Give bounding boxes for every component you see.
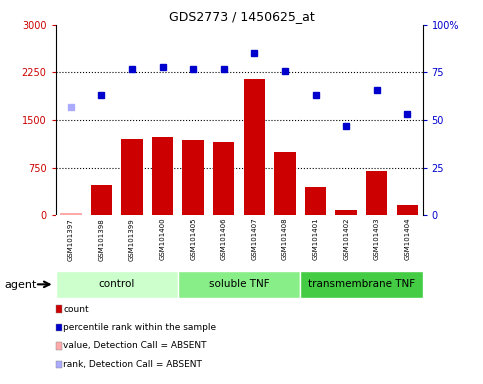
Text: agent: agent bbox=[5, 280, 37, 290]
Text: soluble TNF: soluble TNF bbox=[209, 279, 270, 289]
Text: GSM101400: GSM101400 bbox=[159, 218, 166, 260]
Text: value, Detection Call = ABSENT: value, Detection Call = ABSENT bbox=[63, 341, 207, 351]
Text: GSM101398: GSM101398 bbox=[99, 218, 104, 261]
Text: count: count bbox=[63, 305, 89, 314]
Text: GSM101397: GSM101397 bbox=[68, 218, 74, 261]
Bar bbox=[244, 79, 265, 215]
Bar bbox=[152, 137, 173, 215]
Bar bbox=[397, 205, 418, 215]
Text: GSM101403: GSM101403 bbox=[374, 218, 380, 260]
Bar bbox=[274, 152, 296, 215]
Bar bbox=[60, 213, 82, 215]
Bar bbox=[335, 210, 357, 215]
Text: GSM101404: GSM101404 bbox=[404, 218, 411, 260]
Text: GDS2773 / 1450625_at: GDS2773 / 1450625_at bbox=[169, 10, 314, 23]
Text: control: control bbox=[99, 279, 135, 289]
Text: rank, Detection Call = ABSENT: rank, Detection Call = ABSENT bbox=[63, 360, 202, 369]
Bar bbox=[121, 139, 143, 215]
Bar bbox=[91, 185, 112, 215]
Bar bbox=[300, 271, 423, 298]
Bar bbox=[178, 271, 300, 298]
Bar bbox=[213, 142, 235, 215]
Text: GSM101399: GSM101399 bbox=[129, 218, 135, 261]
Text: GSM101402: GSM101402 bbox=[343, 218, 349, 260]
Bar bbox=[305, 187, 327, 215]
Text: percentile rank within the sample: percentile rank within the sample bbox=[63, 323, 216, 332]
Bar bbox=[366, 170, 387, 215]
Text: GSM101408: GSM101408 bbox=[282, 218, 288, 260]
Text: transmembrane TNF: transmembrane TNF bbox=[308, 279, 415, 289]
Text: GSM101407: GSM101407 bbox=[251, 218, 257, 260]
Bar bbox=[183, 140, 204, 215]
Text: GSM101406: GSM101406 bbox=[221, 218, 227, 260]
Bar bbox=[56, 271, 178, 298]
Text: GSM101405: GSM101405 bbox=[190, 218, 196, 260]
Text: GSM101401: GSM101401 bbox=[313, 218, 319, 260]
